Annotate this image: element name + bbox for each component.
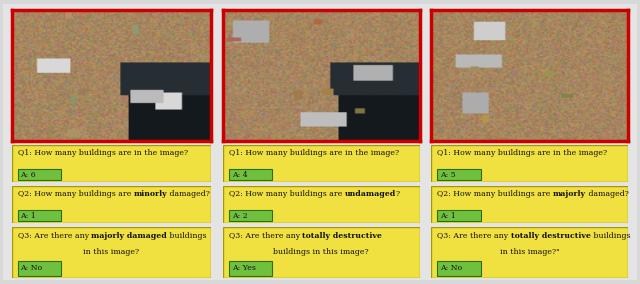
Text: Q3: Are there any: Q3: Are there any: [17, 232, 91, 240]
Text: A: No: A: No: [440, 264, 462, 272]
Text: in this image?: in this image?: [83, 248, 140, 256]
Bar: [228, 169, 272, 180]
Text: Q1: How many buildings are in the image?: Q1: How many buildings are in the image?: [437, 149, 607, 157]
Text: damaged?: damaged?: [586, 190, 629, 198]
Bar: [228, 260, 272, 276]
Text: A: Yes: A: Yes: [232, 264, 255, 272]
Text: totally destructive: totally destructive: [302, 232, 382, 240]
Text: Q3: Are there any: Q3: Are there any: [228, 232, 302, 240]
Bar: [17, 260, 61, 276]
Text: A: 5: A: 5: [440, 171, 456, 179]
Text: buildings: buildings: [591, 232, 630, 240]
Text: Q3: Are there any: Q3: Are there any: [437, 232, 511, 240]
Text: undamaged: undamaged: [344, 190, 396, 198]
Bar: [437, 169, 481, 180]
Text: A: 1: A: 1: [20, 212, 36, 220]
Text: Q2: How many buildings are: Q2: How many buildings are: [228, 190, 344, 198]
Text: majorly damaged: majorly damaged: [91, 232, 167, 240]
Text: majorly: majorly: [553, 190, 586, 198]
Text: Q1: How many buildings are in the image?: Q1: How many buildings are in the image?: [17, 149, 188, 157]
Bar: [437, 260, 481, 276]
Bar: [437, 210, 481, 222]
Bar: [17, 169, 61, 180]
Text: A: No: A: No: [20, 264, 43, 272]
Text: in this image?": in this image?": [500, 248, 560, 256]
Text: A: 1: A: 1: [440, 212, 456, 220]
Text: damaged?: damaged?: [167, 190, 210, 198]
Text: buildings in this image?: buildings in this image?: [273, 248, 369, 256]
Text: Q2: How many buildings are: Q2: How many buildings are: [17, 190, 133, 198]
Text: totally destructive: totally destructive: [511, 232, 591, 240]
Bar: [17, 210, 61, 222]
Bar: [228, 210, 272, 222]
Text: ?: ?: [396, 190, 400, 198]
Text: A: 6: A: 6: [20, 171, 36, 179]
Text: A: 2: A: 2: [232, 212, 247, 220]
Text: Q1: How many buildings are in the image?: Q1: How many buildings are in the image?: [228, 149, 399, 157]
Text: minorly: minorly: [133, 190, 167, 198]
Text: Q2: How many buildings are: Q2: How many buildings are: [437, 190, 553, 198]
Text: buildings: buildings: [167, 232, 206, 240]
Text: A: 4: A: 4: [232, 171, 247, 179]
